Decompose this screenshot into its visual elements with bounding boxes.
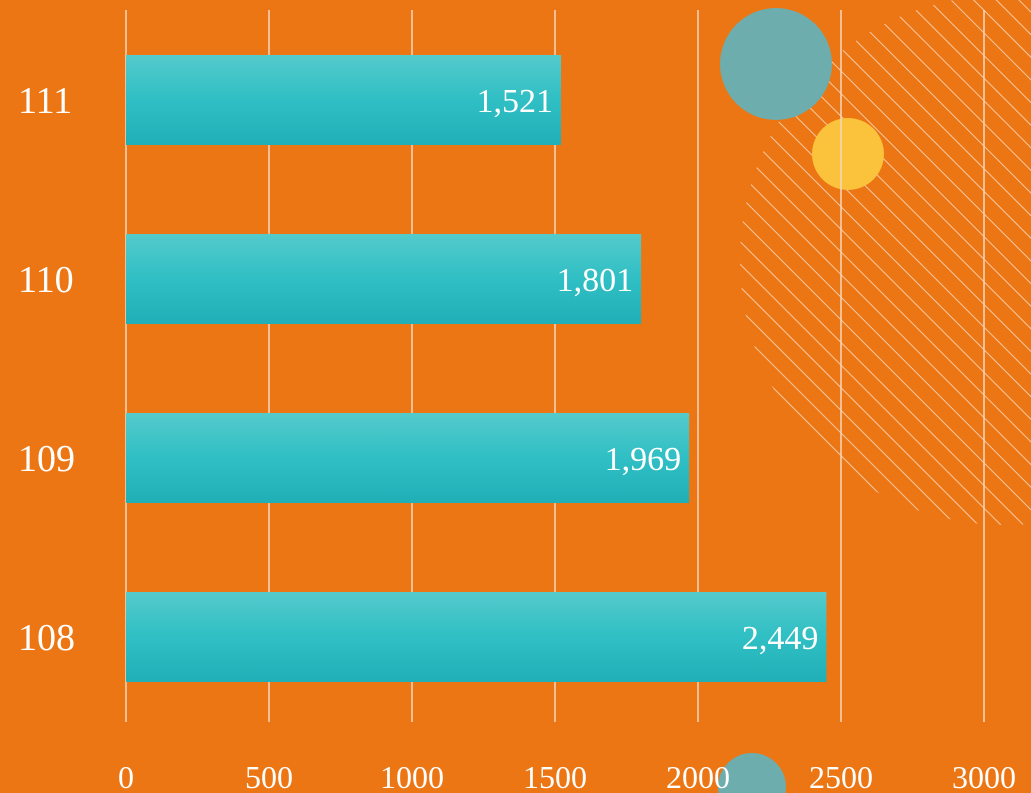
bar <box>126 592 827 682</box>
y-category-label: 109 <box>18 438 75 480</box>
category-axis: 111 110 109 108 <box>18 80 75 659</box>
x-tick-label: 1500 <box>523 759 587 793</box>
yellow-circle-decoration <box>812 118 884 190</box>
x-tick-label: 1000 <box>380 759 444 793</box>
x-tick-label: 3000 <box>952 759 1016 793</box>
bar-value-label: 2,449 <box>742 620 819 657</box>
bar <box>126 55 562 145</box>
bar <box>126 413 690 503</box>
value-labels: 1,521 1,801 1,969 2,449 <box>477 83 819 657</box>
y-category-label: 108 <box>18 617 75 659</box>
x-tick-label: 0 <box>118 759 134 793</box>
y-category-label: 110 <box>18 259 74 301</box>
x-tick-label: 2000 <box>666 759 730 793</box>
bars <box>126 55 827 682</box>
teal-small-circle-decoration <box>718 753 786 793</box>
x-tick-label: 500 <box>245 759 293 793</box>
value-axis: 0 500 1000 1500 2000 2500 3000 <box>118 759 1016 793</box>
bar-value-label: 1,969 <box>605 441 682 478</box>
bar-value-label: 1,521 <box>477 83 554 120</box>
teal-circle-decoration <box>720 8 832 120</box>
y-category-label: 111 <box>18 80 72 122</box>
bar <box>126 234 642 324</box>
bar-value-label: 1,801 <box>557 262 634 299</box>
x-tick-label: 2500 <box>809 759 873 793</box>
